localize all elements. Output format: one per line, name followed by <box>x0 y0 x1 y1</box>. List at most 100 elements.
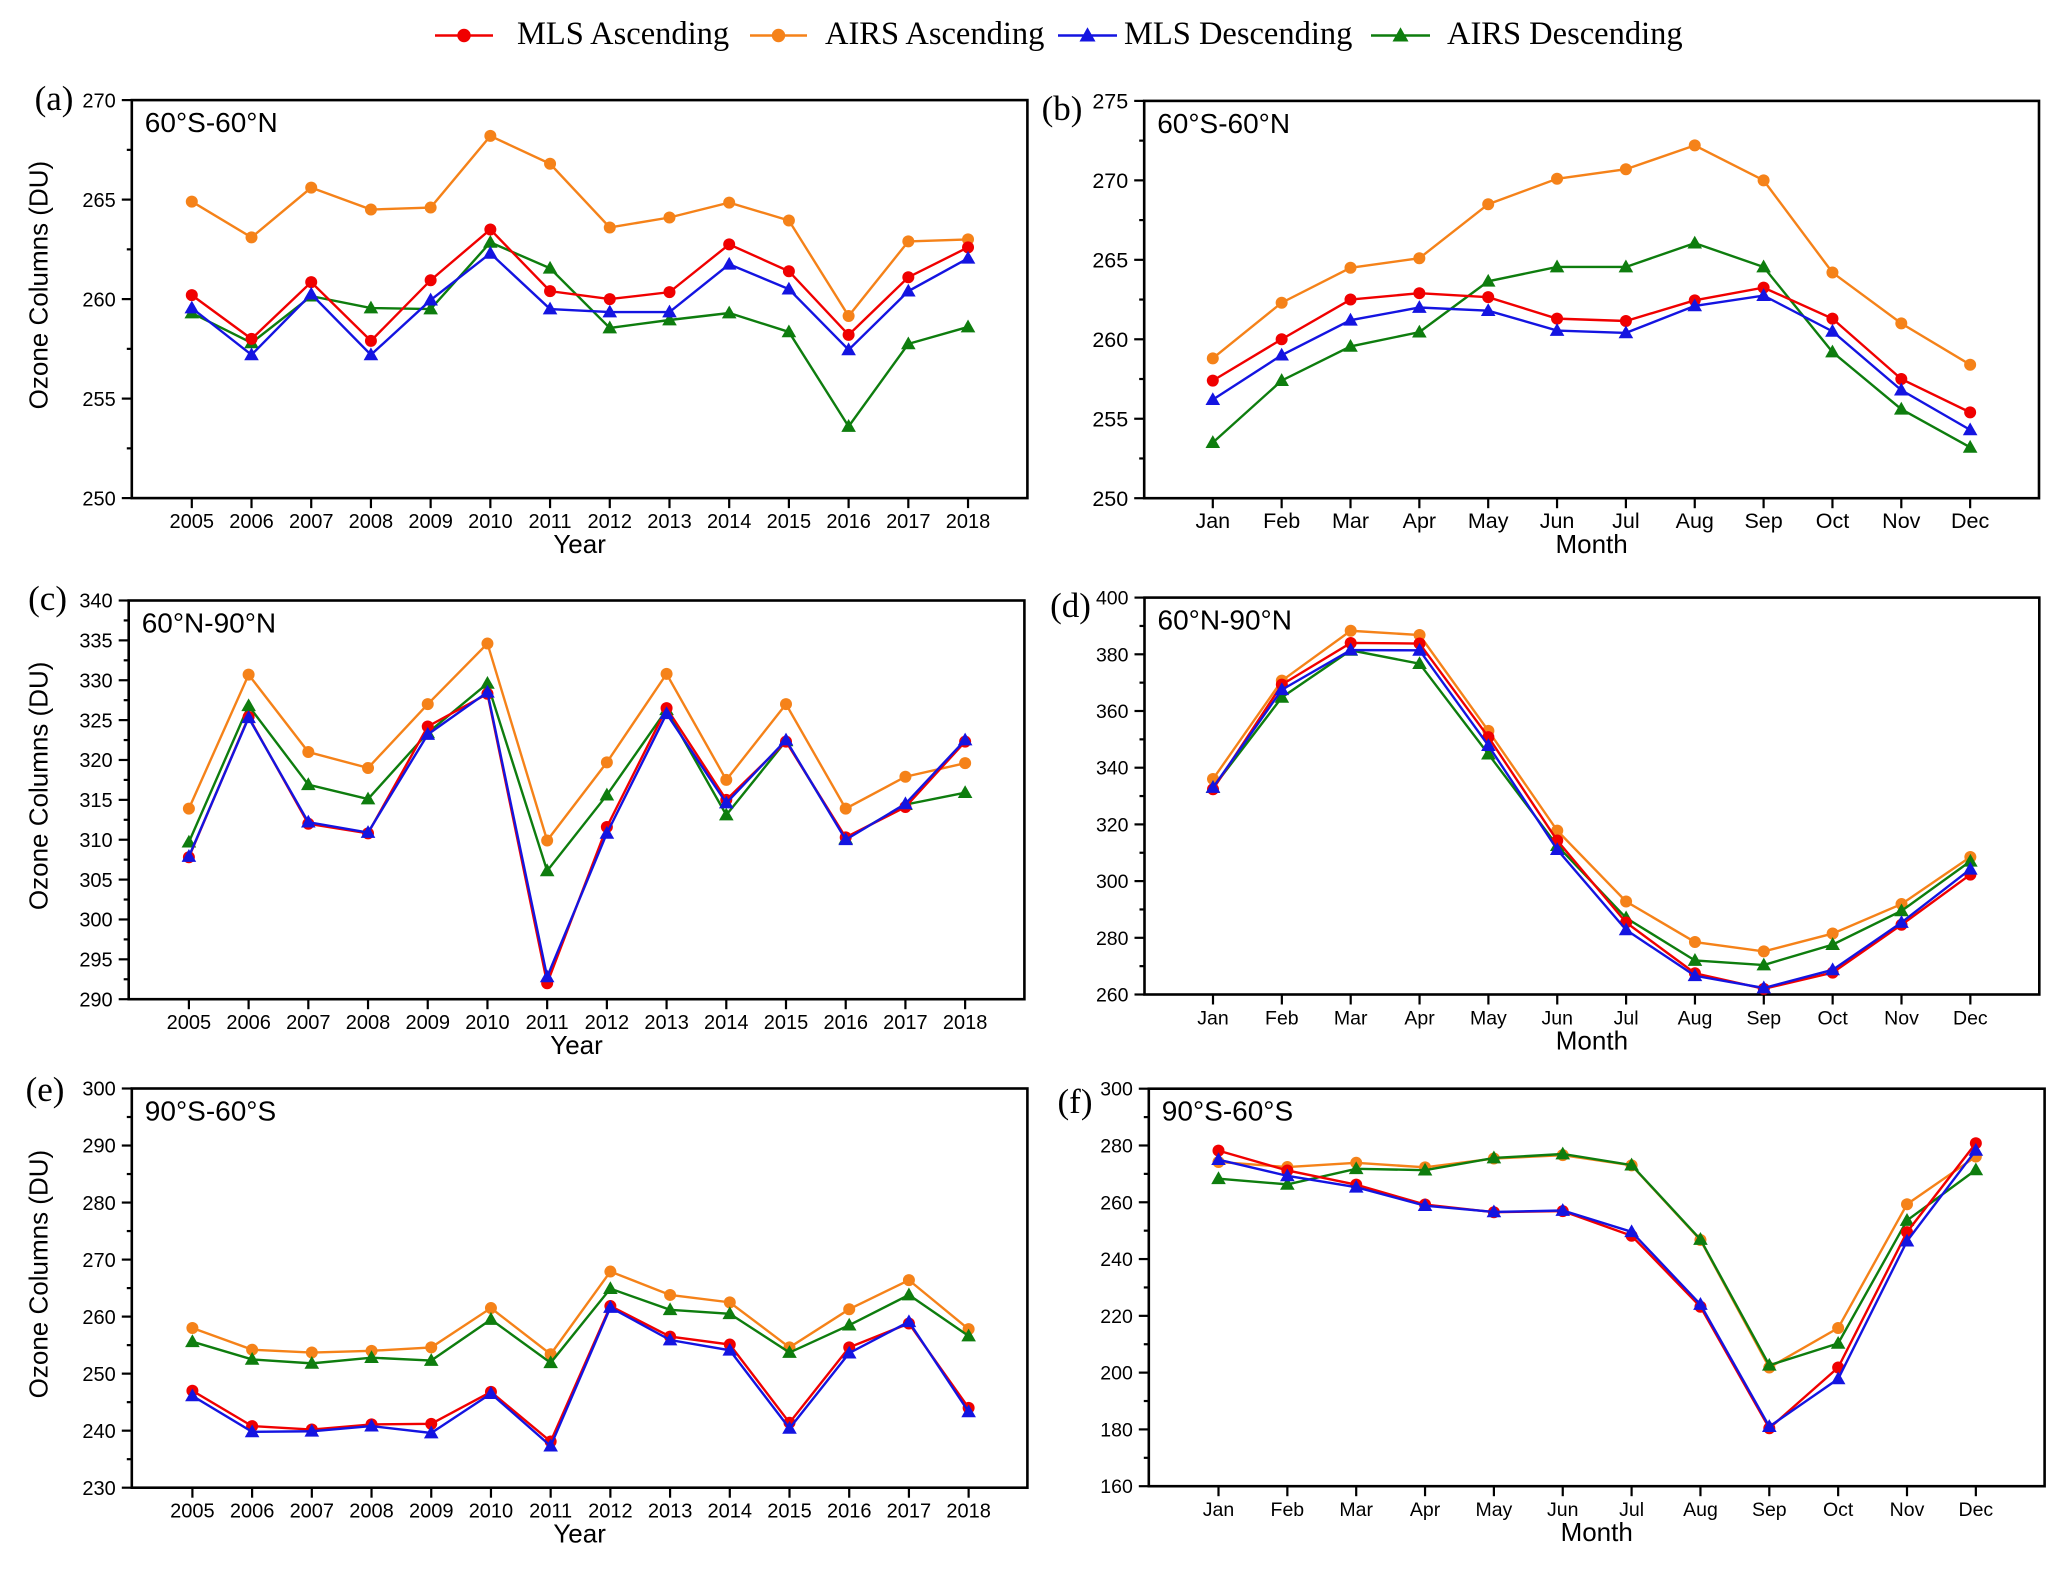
svg-text:Oct: Oct <box>1823 1499 1854 1521</box>
svg-text:Month: Month <box>1561 1517 1633 1547</box>
svg-text:240: 240 <box>82 1421 115 1443</box>
svg-text:Jul: Jul <box>1614 1008 1639 1030</box>
svg-text:May: May <box>1470 1008 1507 1030</box>
svg-text:Ozone Columns (DU): Ozone Columns (DU) <box>24 1150 54 1399</box>
svg-text:60°N-90°N: 60°N-90°N <box>142 608 276 639</box>
svg-text:Month: Month <box>1556 1026 1628 1056</box>
svg-text:AIRS Ascending: AIRS Ascending <box>825 16 1044 52</box>
svg-text:60°S-60°N: 60°S-60°N <box>1157 108 1290 139</box>
svg-text:160: 160 <box>1100 1476 1133 1498</box>
svg-text:2008: 2008 <box>349 511 394 533</box>
svg-text:2014: 2014 <box>707 511 752 533</box>
svg-text:Oct: Oct <box>1816 509 1849 533</box>
svg-text:290: 290 <box>82 1136 115 1158</box>
svg-text:2016: 2016 <box>826 511 871 533</box>
svg-text:Aug: Aug <box>1678 1008 1713 1030</box>
svg-text:Sep: Sep <box>1746 1008 1781 1030</box>
svg-text:270: 270 <box>82 1250 115 1272</box>
svg-text:2010: 2010 <box>468 511 513 533</box>
svg-text:60°N-90°N: 60°N-90°N <box>1158 605 1292 636</box>
svg-text:2015: 2015 <box>767 511 812 533</box>
svg-text:180: 180 <box>1100 1419 1133 1441</box>
svg-text:315: 315 <box>79 790 112 812</box>
svg-text:2014: 2014 <box>708 1501 753 1523</box>
svg-text:2011: 2011 <box>529 1501 572 1523</box>
svg-text:2013: 2013 <box>644 1012 689 1034</box>
svg-text:(d): (d) <box>1050 586 1091 625</box>
svg-text:260: 260 <box>82 289 115 311</box>
svg-text:(b): (b) <box>1042 89 1083 128</box>
svg-text:260: 260 <box>1100 1192 1133 1214</box>
svg-text:260: 260 <box>82 1307 115 1329</box>
svg-text:AIRS Descending: AIRS Descending <box>1447 16 1683 52</box>
svg-text:(f): (f) <box>1058 1082 1093 1121</box>
svg-text:2011: 2011 <box>526 1012 569 1034</box>
svg-text:Mar: Mar <box>1334 1008 1368 1030</box>
svg-text:2016: 2016 <box>823 1012 868 1034</box>
svg-text:Apr: Apr <box>1404 1008 1435 1030</box>
svg-text:360: 360 <box>1096 701 1129 723</box>
svg-text:300: 300 <box>79 910 112 932</box>
svg-text:Jan: Jan <box>1195 509 1230 533</box>
svg-text:90°S-60°S: 90°S-60°S <box>145 1096 276 1127</box>
svg-text:Jul: Jul <box>1612 509 1639 533</box>
svg-text:280: 280 <box>1100 1136 1133 1158</box>
svg-text:(e): (e) <box>26 1070 65 1109</box>
svg-text:380: 380 <box>1096 644 1129 666</box>
svg-text:Jul: Jul <box>1619 1499 1644 1521</box>
svg-text:2017: 2017 <box>887 1501 932 1523</box>
svg-text:Jan: Jan <box>1197 1008 1228 1030</box>
svg-text:2011: 2011 <box>529 511 572 533</box>
svg-text:2008: 2008 <box>349 1501 394 1523</box>
svg-text:2018: 2018 <box>946 1501 991 1523</box>
svg-text:200: 200 <box>1100 1363 1133 1385</box>
svg-text:Feb: Feb <box>1271 1499 1305 1521</box>
svg-text:Dec: Dec <box>1959 1499 1994 1521</box>
svg-text:2007: 2007 <box>286 1012 331 1034</box>
svg-text:May: May <box>1475 1499 1512 1521</box>
svg-text:300: 300 <box>1100 1079 1133 1101</box>
svg-text:MLS Ascending: MLS Ascending <box>517 16 729 52</box>
svg-text:2012: 2012 <box>588 1501 633 1523</box>
svg-text:(a): (a) <box>35 79 74 118</box>
svg-text:340: 340 <box>1096 758 1129 780</box>
svg-text:2014: 2014 <box>704 1012 749 1034</box>
svg-text:250: 250 <box>1092 487 1128 511</box>
svg-text:2013: 2013 <box>647 511 692 533</box>
svg-text:Dec: Dec <box>1953 1008 1988 1030</box>
svg-text:230: 230 <box>82 1478 115 1500</box>
svg-text:2015: 2015 <box>764 1012 809 1034</box>
svg-text:2018: 2018 <box>943 1012 988 1034</box>
svg-text:2009: 2009 <box>409 1501 454 1523</box>
svg-text:255: 255 <box>1092 407 1128 431</box>
svg-text:Feb: Feb <box>1263 509 1300 533</box>
svg-text:2005: 2005 <box>170 1501 215 1523</box>
svg-text:280: 280 <box>1096 928 1129 950</box>
svg-text:Mar: Mar <box>1332 509 1369 533</box>
svg-text:MLS Descending: MLS Descending <box>1124 16 1352 52</box>
svg-text:Sep: Sep <box>1752 1499 1787 1521</box>
svg-text:400: 400 <box>1096 588 1129 610</box>
svg-text:265: 265 <box>1092 249 1128 273</box>
svg-text:320: 320 <box>1096 814 1129 836</box>
svg-text:320: 320 <box>79 750 112 772</box>
svg-text:2005: 2005 <box>170 511 215 533</box>
svg-text:Month: Month <box>1555 529 1627 559</box>
svg-text:2005: 2005 <box>167 1012 212 1034</box>
svg-text:335: 335 <box>79 631 112 653</box>
svg-text:310: 310 <box>79 830 112 852</box>
svg-text:Nov: Nov <box>1884 1008 1919 1030</box>
svg-text:Nov: Nov <box>1882 509 1920 533</box>
svg-text:Aug: Aug <box>1683 1499 1718 1521</box>
svg-text:90°S-60°S: 90°S-60°S <box>1162 1096 1293 1127</box>
svg-text:May: May <box>1468 509 1509 533</box>
svg-text:(c): (c) <box>28 579 67 618</box>
svg-text:Dec: Dec <box>1951 509 1989 533</box>
svg-text:Nov: Nov <box>1890 1499 1925 1521</box>
svg-text:Year: Year <box>550 1030 603 1060</box>
svg-text:Ozone Columns (DU): Ozone Columns (DU) <box>24 662 54 911</box>
svg-text:2012: 2012 <box>588 511 633 533</box>
svg-text:2018: 2018 <box>946 511 991 533</box>
svg-text:250: 250 <box>82 1364 115 1386</box>
svg-text:2007: 2007 <box>290 1501 335 1523</box>
